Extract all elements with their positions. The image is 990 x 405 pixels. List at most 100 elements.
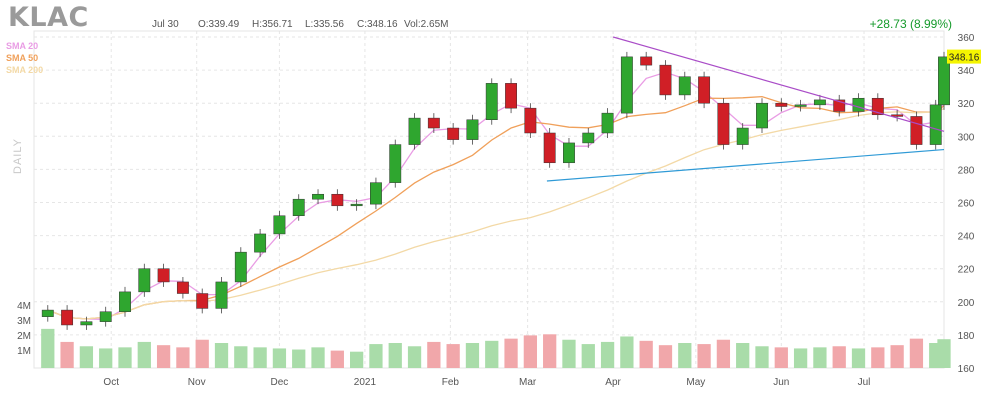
- candle-body: [659, 64, 672, 96]
- y-tick-label: 200: [958, 298, 975, 309]
- volume-bar: [330, 350, 344, 368]
- header-open: O:339.49: [198, 19, 240, 30]
- candle-body: [370, 182, 382, 205]
- timeframe-label: DAILY: [12, 138, 24, 174]
- volume-tick-label: 1M: [17, 346, 31, 357]
- candle-body: [157, 268, 170, 283]
- candle-body: [891, 114, 904, 117]
- sma-20-legend: SMA 20: [6, 41, 39, 51]
- candle-body: [119, 291, 131, 312]
- volume-bar: [485, 340, 499, 368]
- ticker-symbol: KLAC: [8, 2, 89, 33]
- volume-bar: [388, 343, 402, 368]
- candle-body: [196, 293, 209, 309]
- x-tick-label: Apr: [605, 377, 621, 388]
- volume-bar: [678, 343, 692, 368]
- candle-body: [505, 83, 517, 109]
- candle-body: [176, 281, 189, 294]
- volume-bar: [909, 338, 924, 368]
- candle-body: [938, 56, 950, 106]
- volume-bar: [369, 344, 383, 368]
- volume-bar: [562, 339, 576, 368]
- volume-bar: [79, 346, 94, 368]
- x-tick-label: May: [686, 377, 705, 388]
- candle-body: [813, 99, 826, 106]
- x-tick-label: Jun: [773, 377, 789, 388]
- candle-body: [485, 83, 498, 120]
- candle-body: [138, 268, 151, 293]
- volume-bar: [716, 339, 731, 368]
- candle-body: [99, 311, 112, 322]
- volume-bar: [639, 340, 653, 368]
- header-date: Jul 30: [152, 19, 179, 30]
- candle-body: [640, 56, 653, 66]
- volume-bar: [937, 339, 951, 368]
- volume-bar: [234, 346, 248, 368]
- y-tick-label: 260: [958, 199, 975, 210]
- y-tick-label: 220: [958, 265, 975, 276]
- volume-bar: [60, 341, 74, 368]
- volume-bar: [350, 351, 364, 368]
- y-tick-label: 300: [958, 132, 975, 143]
- candle-body: [620, 56, 633, 114]
- volume-bar: [774, 347, 788, 368]
- volume-bar: [793, 348, 808, 368]
- header-close: C:348.16: [357, 19, 398, 30]
- volume-bar: [871, 347, 885, 368]
- candle-body: [41, 309, 54, 317]
- candle-body: [215, 281, 228, 309]
- x-tick-label: Dec: [271, 377, 289, 388]
- volume-bar: [137, 341, 151, 368]
- volume-bar: [755, 346, 769, 368]
- volume-bar: [272, 348, 287, 368]
- last-price-label: 348.16: [949, 53, 980, 64]
- volume-bar: [523, 335, 537, 368]
- trendline-support: [546, 148, 945, 182]
- plot-area: [33, 30, 945, 369]
- candle-body: [601, 112, 614, 134]
- volume-bar: [504, 338, 518, 368]
- volume-tick-label: 3M: [17, 316, 31, 327]
- candle-body: [254, 233, 267, 253]
- sma-200-legend: SMA 200: [6, 65, 44, 75]
- volume-bar: [214, 343, 229, 368]
- header-low: L:335.56: [305, 19, 344, 30]
- volume-bar: [697, 344, 711, 368]
- volume-bar: [890, 345, 904, 368]
- trendline-resistance: [612, 36, 945, 132]
- candle-body: [80, 321, 93, 326]
- volume-bar: [581, 344, 595, 368]
- volume-bar: [620, 336, 634, 368]
- last-price-badge: [947, 49, 981, 64]
- candle-body: [910, 116, 923, 145]
- sma-50-legend: SMA 50: [6, 53, 39, 63]
- candle-body: [736, 127, 749, 145]
- x-tick-label: Jul: [858, 377, 871, 388]
- volume-bar: [832, 346, 846, 368]
- candle-body: [833, 99, 846, 112]
- volume-tick-label: 2M: [17, 331, 31, 342]
- candle-body: [408, 117, 421, 145]
- candle-body: [698, 76, 711, 104]
- volume-bar: [118, 347, 132, 368]
- volume-bar: [851, 348, 866, 368]
- y-tick-label: 160: [958, 364, 975, 375]
- volume-bar: [41, 328, 55, 368]
- y-tick-label: 340: [958, 66, 975, 77]
- candle-body: [756, 102, 768, 129]
- candle-body: [794, 104, 807, 107]
- candle-body: [234, 251, 247, 283]
- volume-bar: [658, 345, 673, 368]
- volume-bar: [813, 347, 827, 368]
- y-tick-label: 360: [958, 33, 975, 44]
- candle-body: [929, 104, 942, 145]
- x-tick-label: Oct: [103, 377, 119, 388]
- volume-bar: [427, 341, 441, 368]
- volume-bar: [156, 345, 171, 368]
- price-change: +28.73 (8.99%): [869, 17, 952, 31]
- header-high: H:356.71: [252, 19, 293, 30]
- volume-bar: [736, 343, 750, 368]
- candle-body: [331, 193, 344, 207]
